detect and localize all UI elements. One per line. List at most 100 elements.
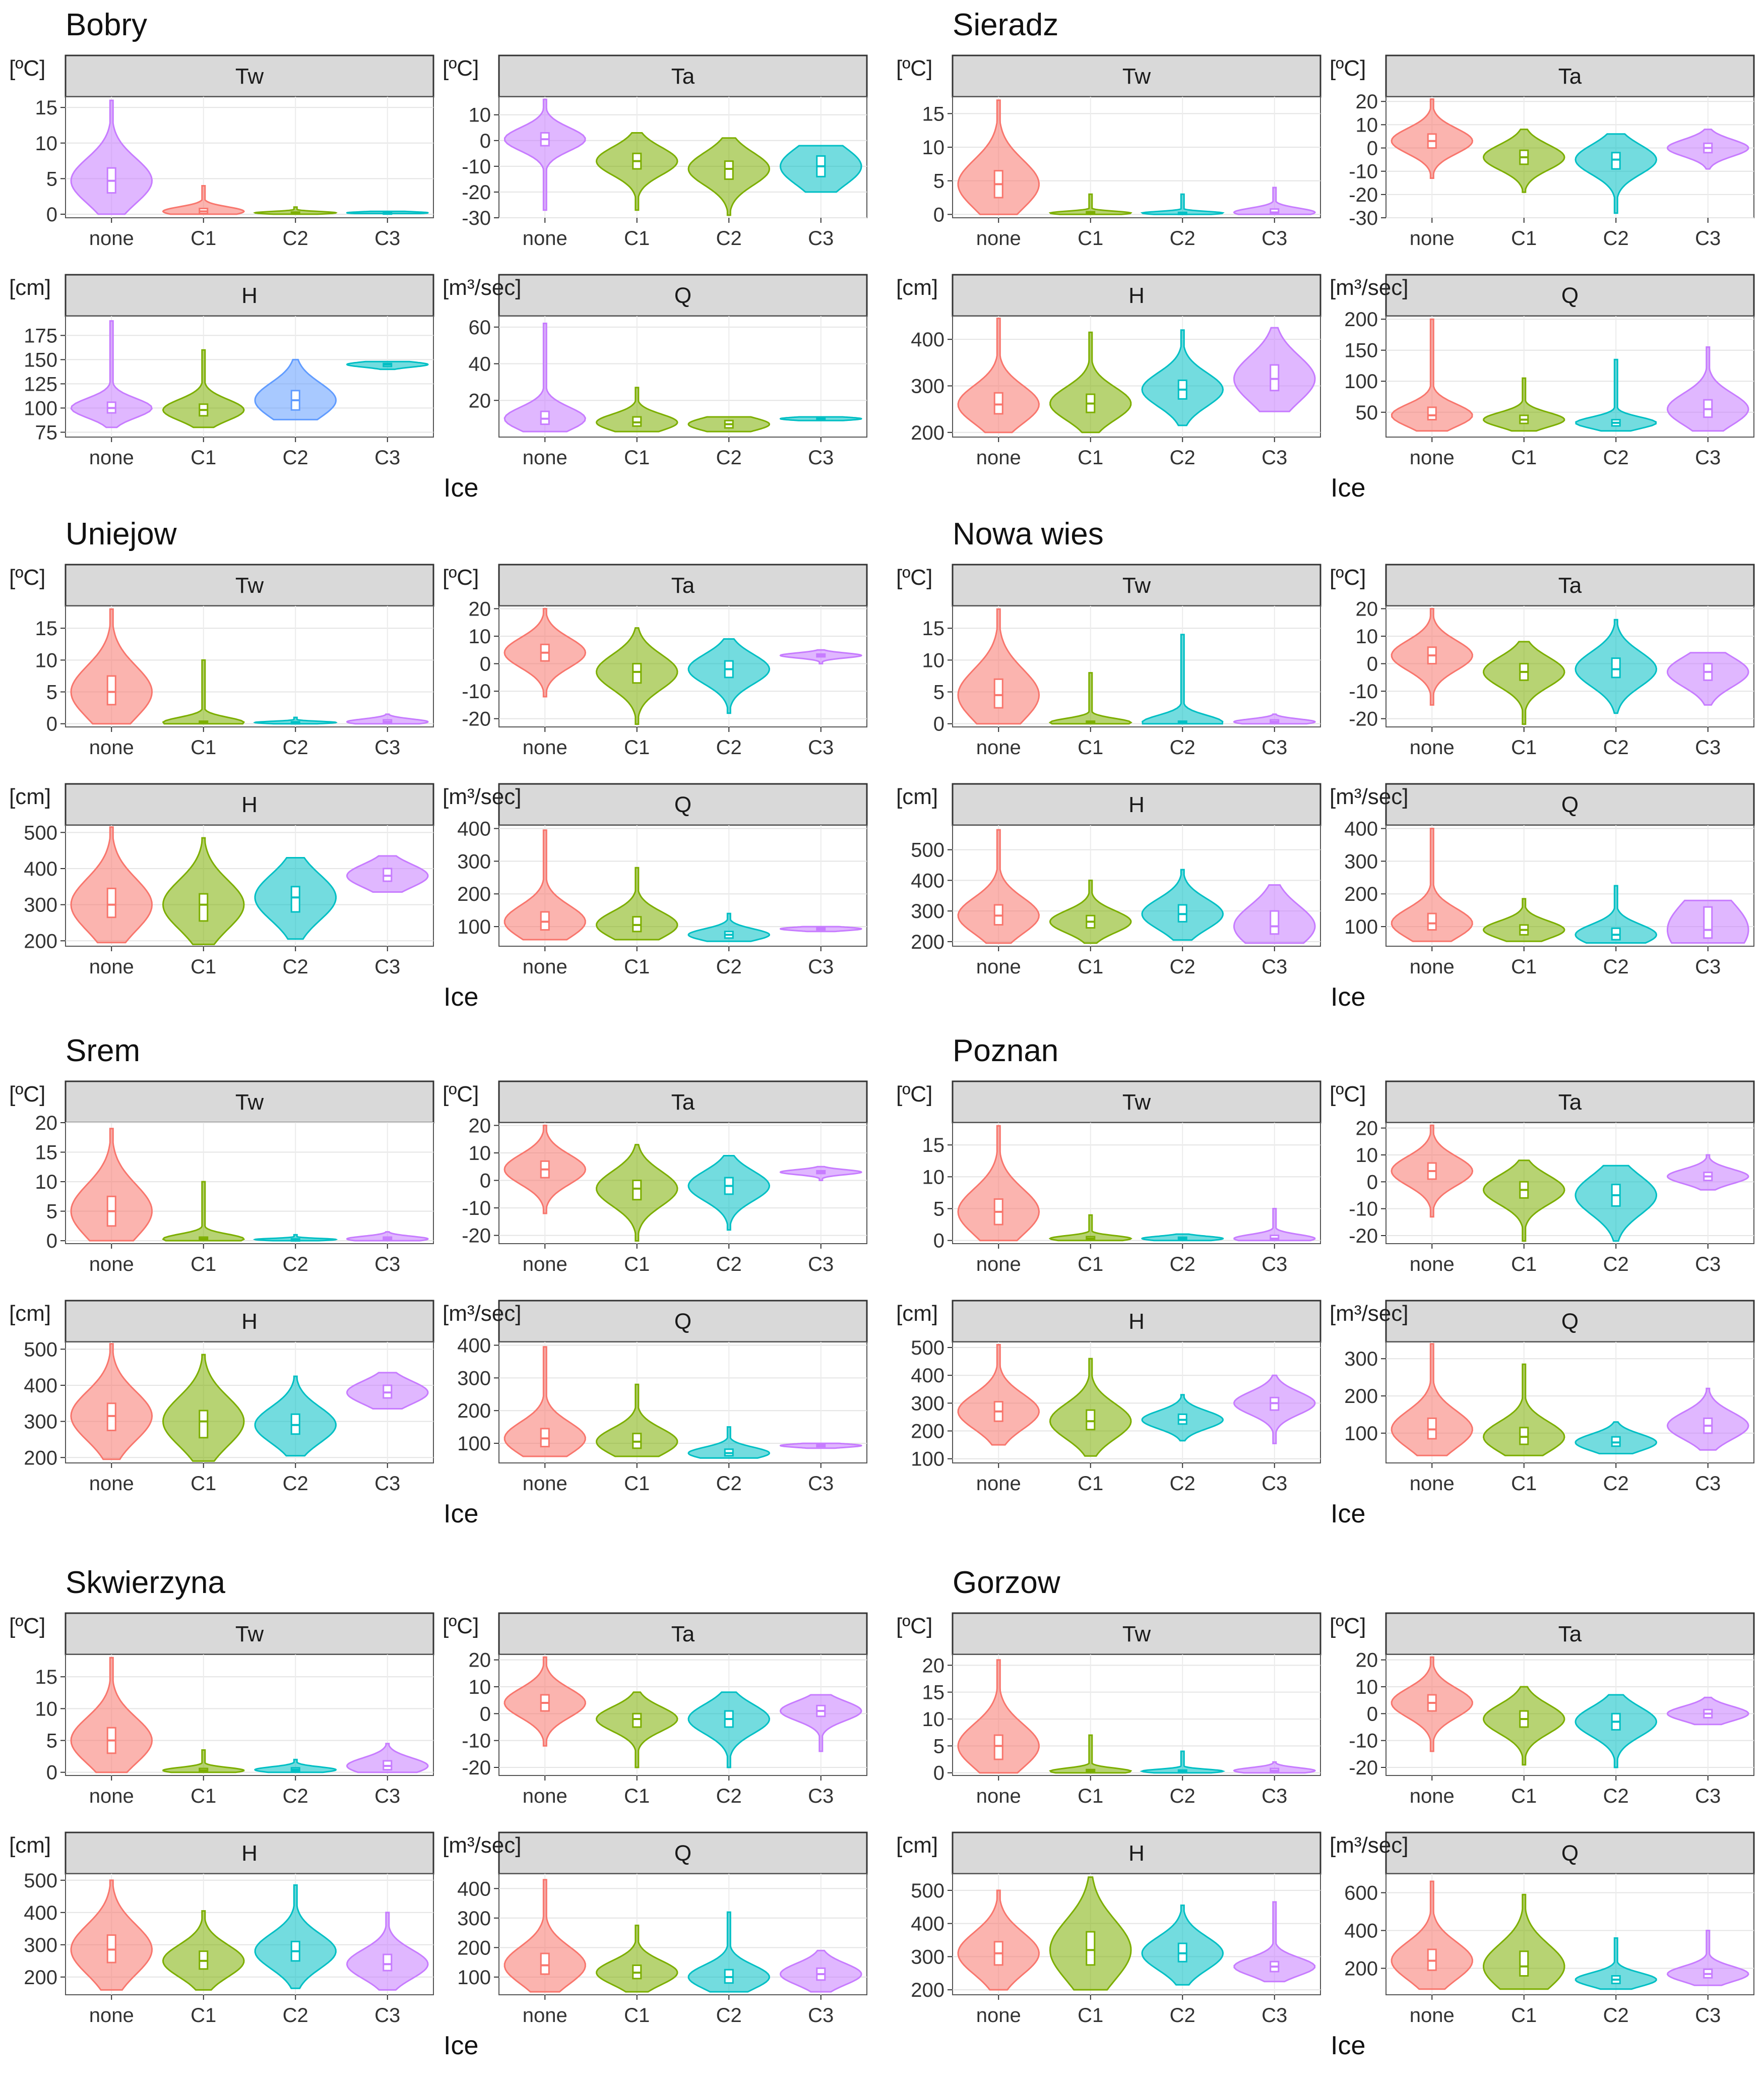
unit-label: [ºC] xyxy=(896,1614,932,1638)
x-tick-label: none xyxy=(523,227,568,250)
y-tick-label: -20 xyxy=(462,1757,491,1779)
x-tick-label: C1 xyxy=(1078,1253,1103,1275)
violin-c2 xyxy=(254,1884,337,1989)
box-c1 xyxy=(1086,1409,1096,1431)
panel-q: Q [m³/sec] 100 200 300 400 none C1 C2 C3 xyxy=(443,1300,868,1495)
unit-label: [cm] xyxy=(896,1301,938,1326)
x-tick-label: C3 xyxy=(374,227,400,250)
violin-none xyxy=(957,318,1040,434)
panel-tw: Tw [ºC] 0 5 10 15 20 none C1 C2 C3 xyxy=(9,1080,434,1275)
violin-c1 xyxy=(162,1181,245,1242)
y-tick-label: 10 xyxy=(922,649,945,671)
y-tick-label: 500 xyxy=(24,1338,57,1361)
y-tick-label: 200 xyxy=(24,1447,57,1469)
y-tick-label: 0 xyxy=(46,204,57,226)
box-none xyxy=(993,1734,1003,1760)
y-tick-label: -10 xyxy=(462,681,491,703)
y-tick-label: 10 xyxy=(35,133,58,155)
unit-label: [ºC] xyxy=(1330,1082,1366,1107)
y-tick-label: 5 xyxy=(46,682,57,704)
panel-strip xyxy=(952,274,1321,317)
y-tick-label: -20 xyxy=(462,708,491,730)
x-tick-label: C1 xyxy=(1078,956,1103,978)
panel-strip-label: H xyxy=(1128,1841,1145,1866)
y-tick-label: -10 xyxy=(462,1730,491,1752)
unit-label: [m³/sec] xyxy=(1330,784,1408,809)
station-title: Srem xyxy=(66,1033,140,1068)
violin-none xyxy=(957,1125,1040,1242)
box-none xyxy=(106,675,116,706)
x-tick-label: C3 xyxy=(1262,447,1287,469)
x-tick-label: C1 xyxy=(191,1785,216,1807)
box-c1 xyxy=(632,663,642,684)
panel-strip-label: Tw xyxy=(1122,1622,1151,1646)
y-tick-label: 500 xyxy=(911,1337,944,1359)
box-c2 xyxy=(1611,657,1621,679)
y-tick-label: 20 xyxy=(469,1649,491,1672)
y-tick-label: -20 xyxy=(1349,708,1378,730)
y-tick-label: 400 xyxy=(457,818,491,840)
y-tick-label: 200 xyxy=(911,1979,944,2001)
unit-label: [m³/sec] xyxy=(1330,1301,1408,1326)
station-title: Uniejow xyxy=(66,517,177,551)
y-tick-label: 10 xyxy=(35,1171,58,1193)
violin-none xyxy=(957,608,1040,725)
x-tick-label: none xyxy=(523,956,568,978)
panel-ta: Ta [ºC] -20 -10 0 10 20 none C1 C2 C3 xyxy=(443,564,868,759)
y-tick-label: 300 xyxy=(457,1908,491,1930)
y-tick-label: -30 xyxy=(462,207,491,229)
violin-c3 xyxy=(780,1694,862,1752)
violin-c3 xyxy=(346,1912,429,1991)
y-tick-label: 200 xyxy=(911,931,944,953)
panel-tw: Tw [ºC] 0 5 10 15 none C1 C2 C3 xyxy=(896,1080,1321,1275)
x-tick-label: C1 xyxy=(1078,737,1103,759)
x-tick-label: C2 xyxy=(716,1253,742,1275)
panel-strip-label: Ta xyxy=(1558,64,1582,89)
x-tick-label: C2 xyxy=(283,2004,308,2027)
y-tick-label: 0 xyxy=(1367,1703,1378,1725)
x-tick-label: C1 xyxy=(191,1253,216,1275)
panel-h: H [cm] 200 300 400 500 none C1 C2 C3 xyxy=(896,783,1321,978)
violin-none xyxy=(1391,1880,1473,1990)
violin-c1 xyxy=(162,1749,245,1773)
violin-c3 xyxy=(1233,1208,1316,1242)
panel-q: Q [m³/sec] 100 200 300 400 none C1 C2 C3 xyxy=(443,783,868,978)
x-tick-label: C1 xyxy=(624,1785,650,1807)
panel-strip-label: H xyxy=(1128,1309,1145,1334)
x-tick-label: C3 xyxy=(808,1473,834,1495)
unit-label: [cm] xyxy=(896,784,938,809)
x-tick-label: none xyxy=(1410,956,1455,978)
x-tick-label: none xyxy=(523,1473,568,1495)
box-none xyxy=(993,678,1003,709)
x-tick-label: C1 xyxy=(191,447,216,469)
y-tick-label: -20 xyxy=(1349,1757,1378,1779)
violin-c2 xyxy=(1575,358,1657,432)
panel-strip-label: Q xyxy=(1561,1841,1579,1866)
panel-strip xyxy=(952,54,1321,98)
violin-c2 xyxy=(1574,133,1658,214)
panel-strip-label: Q xyxy=(674,792,691,817)
y-tick-label: -10 xyxy=(1349,1730,1378,1752)
y-tick-label: 10 xyxy=(469,1676,491,1698)
y-tick-label: 200 xyxy=(457,1937,491,1959)
x-tick-label: C3 xyxy=(374,737,400,759)
panel-strip xyxy=(65,274,434,317)
y-tick-label: -20 xyxy=(462,181,491,204)
violin-c2 xyxy=(254,1758,337,1773)
x-axis-label: Ice xyxy=(444,983,478,1012)
panel-strip-label: H xyxy=(241,1309,258,1334)
y-tick-label: 200 xyxy=(911,1421,944,1443)
panel-strip xyxy=(952,1300,1321,1343)
y-tick-label: 200 xyxy=(24,1967,57,1989)
x-tick-label: none xyxy=(1410,447,1455,469)
y-tick-label: 5 xyxy=(933,1198,944,1220)
y-tick-label: 400 xyxy=(911,1913,944,1935)
box-c1 xyxy=(632,1712,642,1728)
violin-none xyxy=(70,1128,153,1242)
y-tick-label: 0 xyxy=(1367,653,1378,676)
x-tick-label: C2 xyxy=(283,737,308,759)
x-tick-label: C3 xyxy=(1695,1785,1721,1807)
y-tick-label: 0 xyxy=(1367,138,1378,160)
x-tick-label: C1 xyxy=(1511,1473,1537,1495)
y-tick-label: 15 xyxy=(922,1682,945,1704)
